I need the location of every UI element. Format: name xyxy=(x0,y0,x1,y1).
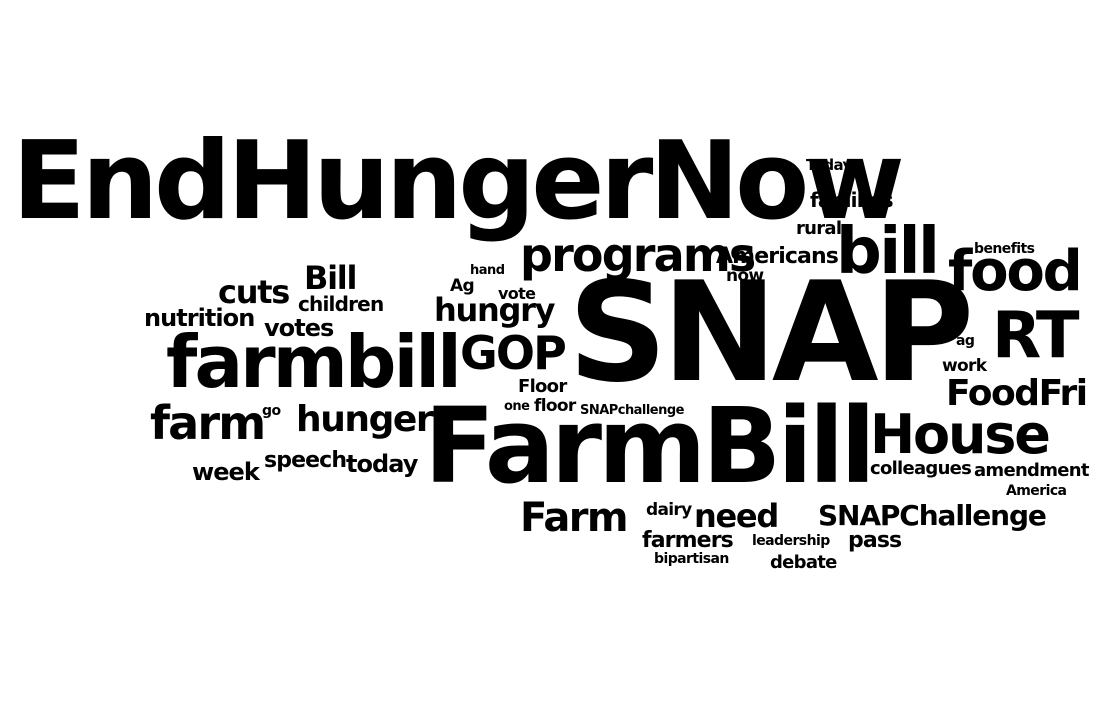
word-dairy: dairy xyxy=(646,500,692,520)
word-farm-caps: Farm xyxy=(520,495,629,541)
word-america: America xyxy=(1006,483,1067,499)
word-work: work xyxy=(942,356,987,376)
word-now: now xyxy=(726,266,764,286)
word-today: today xyxy=(346,450,418,478)
word-hand: hand xyxy=(470,263,505,278)
word-benefits: benefits xyxy=(974,241,1035,257)
word-foodfri: FoodFri xyxy=(946,373,1088,414)
word-children: children xyxy=(298,292,384,316)
word-floor-caps: Floor xyxy=(518,376,567,397)
word-families: families xyxy=(810,188,893,212)
word-cuts: cuts xyxy=(218,273,290,311)
word-nutrition: nutrition xyxy=(144,304,255,332)
word-farm: farm xyxy=(150,396,266,450)
word-speech: speech xyxy=(264,448,347,473)
word-one: one xyxy=(504,399,530,414)
word-amendment: amendment xyxy=(974,460,1089,481)
word-vote: vote xyxy=(498,284,536,303)
word-debate: debate xyxy=(770,552,837,573)
word-snap: SNAP xyxy=(568,252,974,413)
word-snapchallenge-lower: SNAPchallenge xyxy=(580,403,684,418)
word-farmbill-caps: FarmBill xyxy=(424,385,876,507)
word-farmers: farmers xyxy=(642,528,734,553)
word-programs: programs xyxy=(520,228,756,282)
word-house: House xyxy=(870,403,1051,466)
word-today-caps: Today xyxy=(806,156,852,174)
word-bill: bill xyxy=(836,215,940,289)
word-endhungernow: EndHungerNow xyxy=(12,119,905,244)
word-rural: rural xyxy=(796,218,842,239)
word-colleagues: colleagues xyxy=(870,458,972,479)
word-gop: GOP xyxy=(460,326,567,380)
word-farmbill: farmbill xyxy=(166,320,462,404)
word-week: week xyxy=(192,458,260,486)
word-snapchallenge: SNAPChallenge xyxy=(818,499,1047,532)
word-need: need xyxy=(694,497,779,535)
word-ag: ag xyxy=(956,333,975,349)
word-hungry: hungry xyxy=(434,291,556,329)
word-rt: RT xyxy=(992,299,1080,373)
word-votes: votes xyxy=(264,314,334,342)
word-leadership: leadership xyxy=(752,533,830,549)
word-bill-caps: Bill xyxy=(304,259,357,297)
word-americans: Americans xyxy=(716,244,839,269)
word-pass: pass xyxy=(848,528,902,553)
word-ag-caps: Ag xyxy=(450,276,475,296)
word-bipartisan: bipartisan xyxy=(654,551,729,567)
word-go: go xyxy=(262,403,281,419)
word-floor: floor xyxy=(534,396,576,416)
word-food: food xyxy=(948,239,1083,304)
word-hunger: hunger xyxy=(296,399,434,440)
